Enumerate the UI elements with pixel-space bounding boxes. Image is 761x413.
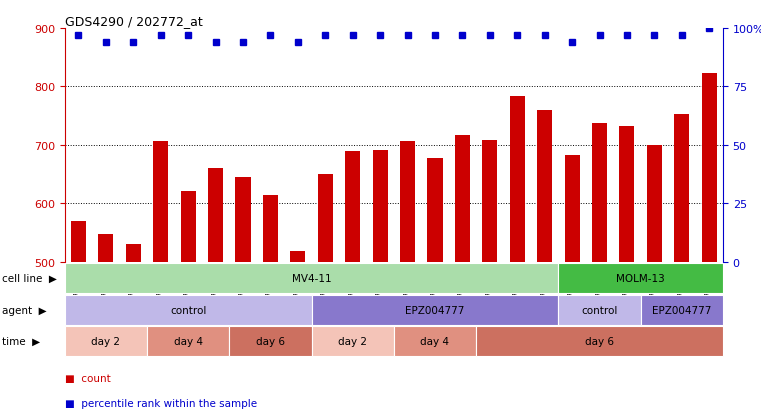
Bar [373, 150, 387, 413]
Text: control: control [170, 305, 206, 315]
Text: control: control [581, 305, 618, 315]
Bar [317, 175, 333, 413]
Text: MV4-11: MV4-11 [291, 273, 331, 284]
Bar [702, 74, 717, 413]
Bar [455, 135, 470, 413]
Bar [537, 111, 552, 413]
Text: MOLM-13: MOLM-13 [616, 273, 665, 284]
Text: day 2: day 2 [338, 336, 367, 347]
Bar [674, 115, 689, 413]
Bar [428, 159, 442, 413]
Text: day 6: day 6 [585, 336, 614, 347]
Bar [619, 126, 635, 413]
Bar [565, 156, 580, 413]
Bar [290, 252, 305, 413]
Bar [208, 169, 223, 413]
Text: GDS4290 / 202772_at: GDS4290 / 202772_at [65, 15, 202, 28]
Text: day 6: day 6 [256, 336, 285, 347]
Text: EPZ004777: EPZ004777 [652, 305, 712, 315]
Bar [400, 142, 415, 413]
Text: day 4: day 4 [174, 336, 202, 347]
Text: ■  percentile rank within the sample: ■ percentile rank within the sample [65, 398, 256, 408]
Text: ■  count: ■ count [65, 373, 110, 383]
Text: EPZ004777: EPZ004777 [406, 305, 465, 315]
Bar [263, 195, 278, 413]
Text: day 2: day 2 [91, 336, 120, 347]
Text: cell line  ▶: cell line ▶ [2, 273, 56, 284]
Bar [71, 221, 86, 413]
Bar [482, 141, 498, 413]
Text: time  ▶: time ▶ [2, 336, 40, 347]
Bar [592, 123, 607, 413]
Bar [126, 245, 141, 413]
Bar [180, 191, 196, 413]
Bar [153, 142, 168, 413]
Text: agent  ▶: agent ▶ [2, 305, 46, 315]
Bar [647, 146, 662, 413]
Bar [510, 97, 525, 413]
Text: day 4: day 4 [421, 336, 450, 347]
Bar [345, 152, 360, 413]
Bar [98, 234, 113, 413]
Bar [235, 178, 250, 413]
